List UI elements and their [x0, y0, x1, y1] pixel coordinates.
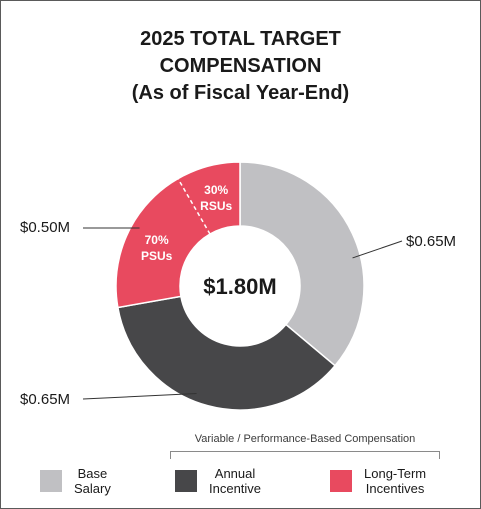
legend-item-long-term-incentives: Long-Term Incentives — [330, 466, 426, 496]
donut-center-total: $1.80M — [203, 274, 276, 299]
callout-annual-incentive-value: $0.65M — [20, 391, 71, 408]
leader-line-annual-incentive — [82, 393, 197, 400]
legend-swatch-long-term-incentives — [330, 470, 352, 492]
donut-slice-base-salary — [239, 161, 365, 367]
chart-title-line-1: 2025 TOTAL TARGET — [140, 28, 341, 50]
chart-title-line-2: COMPENSATION — [159, 55, 322, 77]
legend-swatch-base-salary — [40, 470, 62, 492]
legend-item-base-salary: Base Salary — [40, 466, 111, 496]
legend-label-annual-incentive: Annual Incentive — [209, 466, 261, 496]
legend-label-annual-incentive-line2: Incentive — [209, 481, 262, 496]
psu-type-label: PSUs — [141, 249, 173, 263]
chart-title-line-3: (As of Fiscal Year-End) — [131, 82, 350, 104]
legend-item-annual-incentive: Annual Incentive — [175, 466, 261, 496]
rsu-type-label: RSUs — [200, 199, 232, 213]
callout-base-salary-value: $0.65M — [406, 233, 457, 250]
legend-label-base-salary: Base Salary — [74, 466, 111, 496]
legend-swatch-annual-incentive — [175, 470, 197, 492]
legend-label-long-term-incentives: Long-Term Incentives — [364, 466, 426, 496]
legend-group-label: Variable / Performance-Based Compensatio… — [194, 433, 416, 445]
callout-ltip-value: $0.50M — [20, 219, 71, 236]
psu-pct-label: 70% — [145, 233, 169, 247]
legend-group-bracket — [170, 451, 440, 459]
rsu-pct-label: 30% — [204, 183, 228, 197]
donut-slice-long-term-incentives — [115, 161, 241, 309]
legend-label-base-salary-line2: Salary — [74, 481, 111, 496]
legend-label-base-salary-line1: Base — [77, 466, 108, 481]
legend-label-long-term-incentives-line2: Incentives — [365, 481, 425, 496]
ltip-divider-line — [177, 178, 211, 235]
leader-line-base-salary — [352, 240, 403, 259]
donut-slice-annual-incentive — [117, 295, 337, 411]
legend-label-annual-incentive-line1: Annual — [214, 466, 256, 481]
legend-label-long-term-incentives-line1: Long-Term — [364, 466, 427, 481]
